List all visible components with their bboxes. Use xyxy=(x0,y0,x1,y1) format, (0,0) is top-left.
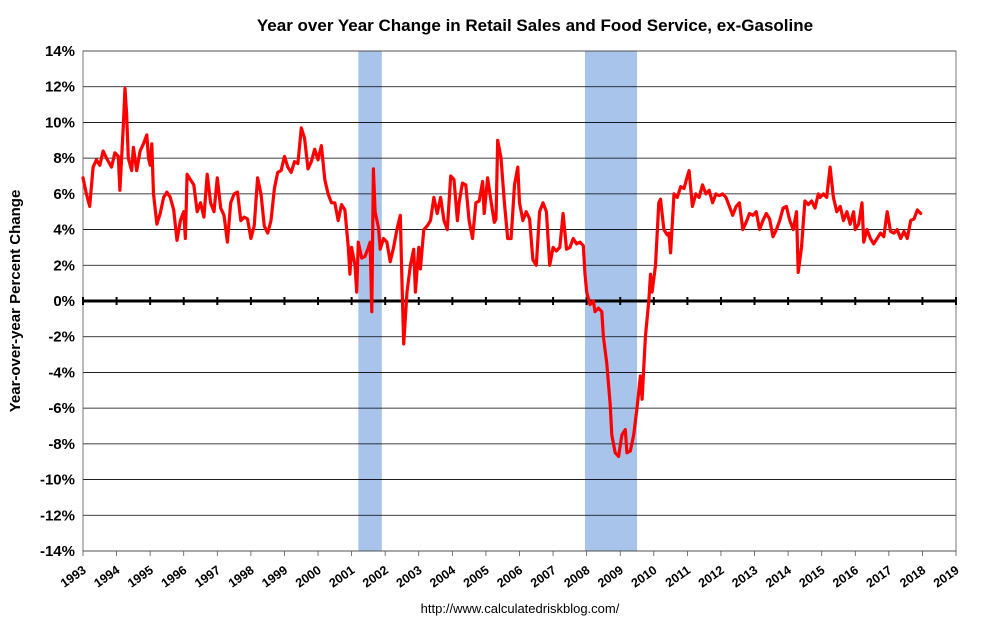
x-tick-label: 2005 xyxy=(461,563,492,590)
x-tick-label: 2014 xyxy=(763,563,794,590)
y-tick-label: 10% xyxy=(45,114,75,131)
x-tick-label: 2011 xyxy=(663,563,693,590)
x-tick-label: 2002 xyxy=(360,563,391,590)
x-tick-label: 2017 xyxy=(864,563,895,590)
x-tick-label: 2001 xyxy=(327,563,358,590)
series-line xyxy=(81,86,923,458)
x-tick-label: 2008 xyxy=(562,563,593,590)
x-tick-label: 2012 xyxy=(696,563,727,590)
y-axis-label: Year-over-year Percent Change xyxy=(7,190,24,413)
y-tick-label: 8% xyxy=(53,150,75,167)
x-tick-label: 1993 xyxy=(58,563,89,590)
plot-area: 14% 12% 10% 8% 6% 4% 2% 0% -2% -4% -6% -8% -10% -12% -… xyxy=(40,43,962,590)
x-tick-label: 1999 xyxy=(259,563,290,590)
y-tick-label: -10% xyxy=(40,472,75,489)
y-tick-label: -8% xyxy=(48,436,75,453)
y-tick-label: -14% xyxy=(40,543,75,560)
y-tick-label: 0% xyxy=(53,293,75,310)
x-tick-label: 2003 xyxy=(394,563,425,590)
y-tick-label: 12% xyxy=(45,79,75,96)
y-tick-label: -4% xyxy=(48,364,75,381)
y-tick-label: 14% xyxy=(45,43,75,60)
x-tick-label: 2004 xyxy=(427,563,458,590)
x-tick-label: 1996 xyxy=(159,563,190,590)
y-tick-label: 4% xyxy=(53,222,75,239)
x-tick-label: 1998 xyxy=(226,563,257,590)
y-tick-label: -12% xyxy=(40,507,75,524)
x-tick-label: 2018 xyxy=(897,563,928,590)
x-tick-label: 2010 xyxy=(629,563,660,590)
chart-title: Year over Year Change in Retail Sales an… xyxy=(257,16,813,35)
y-tick-label: 6% xyxy=(53,186,75,203)
y-tick-label: 2% xyxy=(53,257,75,274)
x-tick-label: 2009 xyxy=(595,563,626,590)
x-tick-label: 1995 xyxy=(125,563,156,590)
x-tick-label: 2000 xyxy=(293,563,324,590)
y-tick-label: -2% xyxy=(48,329,75,346)
x-tick-label: 2006 xyxy=(494,563,525,590)
x-tick-label: 2019 xyxy=(931,563,962,590)
source-url: http://www.calculatedriskblog.com/ xyxy=(421,601,620,616)
x-tick-label: 1997 xyxy=(192,563,223,590)
x-tick-label: 2007 xyxy=(528,563,559,590)
y-tick-label: -6% xyxy=(48,400,75,417)
x-tick-label: 2016 xyxy=(830,563,861,590)
x-tick-label: 2013 xyxy=(729,563,760,590)
x-tick-label: 1994 xyxy=(91,563,122,590)
x-tick-label: 2015 xyxy=(797,563,828,590)
